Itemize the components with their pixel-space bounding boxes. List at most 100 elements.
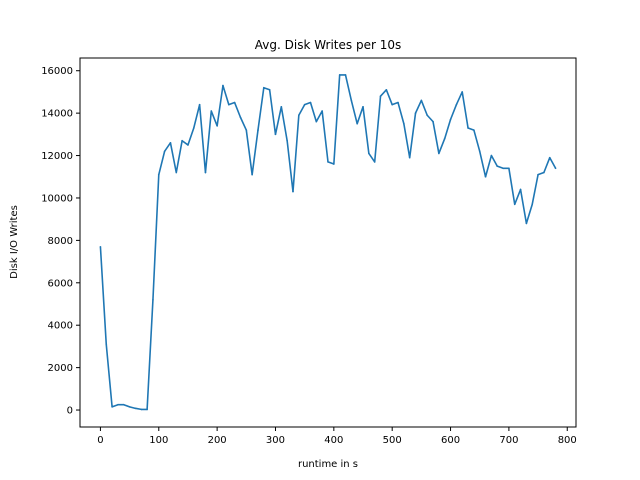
data-point [192,127,195,129]
data-point [163,150,166,153]
data-point [356,122,358,125]
data-point [414,112,417,114]
data-point [432,120,434,123]
data-point [496,165,499,167]
data-point [152,298,154,301]
data-point [204,171,207,174]
data-point [461,91,464,93]
data-point [397,101,399,104]
data-point [157,173,160,176]
data-point [531,203,534,206]
data-point [443,137,446,140]
data-point [519,188,522,191]
x-tick-label: 600 [441,435,460,446]
data-point [128,406,131,408]
x-axis: 0 100 200 300 400 500 600 700 800 [97,427,577,446]
y-tick-label: 8000 [48,236,73,247]
data-point [245,129,248,131]
y-tick-label: 2000 [48,363,73,374]
data-point [111,406,113,408]
x-tick-label: 0 [97,435,103,446]
data-point [344,74,347,76]
data-point [286,139,288,142]
data-point [473,129,475,131]
x-tick-label: 800 [558,435,577,446]
data-point [292,190,294,193]
data-point [543,171,545,174]
x-tick-label: 200 [208,435,227,446]
data-point [274,133,277,136]
data-point [239,116,242,119]
x-tick-label: 100 [149,435,168,446]
data-point [280,105,283,108]
data-point [263,86,265,89]
data-point [478,150,481,153]
data-point [146,408,148,411]
y-tick-label: 12000 [41,151,73,162]
data-point [537,173,539,176]
data-point [525,222,528,225]
data-point [228,103,230,106]
data-point [408,156,411,159]
data-point [169,142,172,144]
y-tick-label: 6000 [48,278,73,289]
data-point [105,343,108,346]
data-point [548,156,551,159]
data-point [327,161,329,163]
data-point [490,154,493,157]
data-point [420,99,423,102]
data-point [508,167,510,170]
data-point [140,408,143,411]
data-point [513,203,516,206]
data-point [333,163,335,165]
data-point [438,152,440,155]
data-point [321,110,323,112]
data-point [502,167,504,170]
data-point [385,89,388,91]
data-point [216,125,218,127]
x-tick-label: 400 [324,435,343,446]
data-point [303,103,306,106]
y-tick-label: 16000 [41,66,73,77]
x-tick-label: 700 [499,435,518,446]
y-axis: 0 2000 4000 6000 8000 10000 12000 14000 16000 [41,66,80,417]
data-point [268,89,271,91]
data-point [315,120,318,123]
data-point [379,95,382,97]
chart-title: Avg. Disk Writes per 10s [255,38,401,52]
y-tick-label: 10000 [41,193,73,204]
y-axis-label: Disk I/O Writes [9,205,20,279]
data-point [298,114,300,117]
data-point [362,105,364,108]
data-point [403,122,405,125]
data-point [134,407,137,410]
data-point [181,139,183,142]
data-point [122,403,125,406]
data-point [391,103,393,106]
data-point [187,144,189,146]
data-point [338,74,341,76]
data-point [350,99,353,102]
data-point [222,84,224,87]
y-tick-label: 14000 [41,109,73,120]
data-point [449,118,452,121]
data-point [455,103,458,106]
x-tick-label: 300 [266,435,285,446]
data-point [210,110,213,112]
data-point [175,171,178,174]
data-point [368,152,370,155]
y-tick-label: 4000 [48,321,73,332]
data-point [257,129,259,131]
y-tick-label: 0 [67,406,73,417]
x-axis-label: runtime in s [298,459,358,470]
data-point [198,103,201,106]
data-point [467,127,469,129]
data-point [373,161,376,163]
data-point [233,101,236,104]
data-point [309,101,312,104]
data-point [251,173,253,176]
data-point [484,175,487,178]
data-point [426,114,429,117]
